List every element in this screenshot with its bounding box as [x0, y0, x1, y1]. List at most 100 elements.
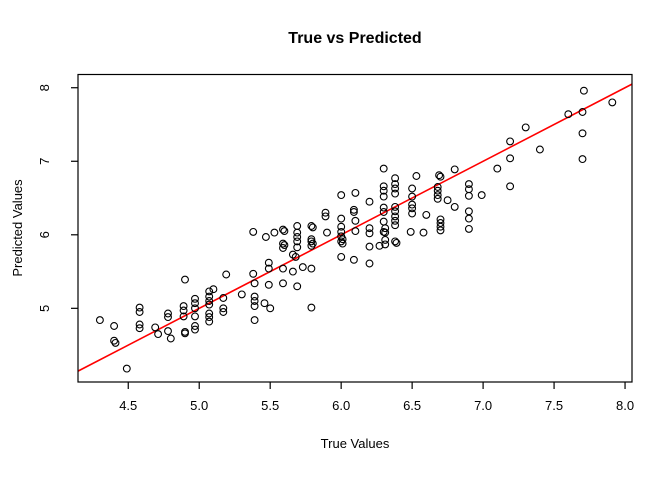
- data-point: [191, 322, 199, 330]
- data-point: [391, 221, 400, 230]
- data-point: [349, 205, 358, 214]
- data-point: [181, 329, 189, 338]
- data-point: [321, 208, 330, 217]
- data-point: [579, 86, 588, 95]
- data-point: [365, 242, 374, 251]
- data-point: [338, 235, 347, 244]
- plot-box: [77, 73, 633, 383]
- y-tick-label: 7: [37, 158, 52, 165]
- data-point: [222, 270, 231, 279]
- data-point: [578, 108, 587, 116]
- data-point: [337, 222, 346, 231]
- data-point: [307, 264, 316, 273]
- data-point: [293, 228, 302, 237]
- data-point: [506, 154, 515, 163]
- data-point: [379, 186, 388, 195]
- data-point: [506, 137, 515, 146]
- data-point: [391, 216, 400, 225]
- data-point: [323, 228, 331, 237]
- data-point: [337, 227, 346, 236]
- data-point: [209, 285, 218, 294]
- data-point: [608, 98, 617, 107]
- x-tick-label: 5.0: [190, 398, 208, 413]
- data-point: [291, 252, 300, 261]
- data-point: [270, 228, 279, 237]
- data-point: [279, 239, 287, 248]
- y-tick-label: 5: [37, 305, 52, 312]
- data-point: [381, 235, 390, 244]
- data-point: [205, 309, 214, 318]
- data-point: [249, 269, 258, 278]
- data-point: [337, 214, 346, 223]
- data-point: [205, 292, 214, 301]
- data-point: [308, 239, 317, 248]
- data-point: [391, 202, 400, 211]
- data-point: [307, 237, 316, 246]
- data-point: [293, 282, 302, 291]
- data-point: [279, 244, 287, 252]
- data-point: [337, 191, 346, 200]
- data-point: [191, 325, 199, 334]
- data-point: [219, 308, 228, 316]
- x-tick-label: 7.5: [545, 398, 563, 413]
- data-point: [205, 317, 214, 326]
- data-point: [564, 110, 573, 119]
- data-point: [179, 302, 188, 311]
- data-point: [464, 180, 473, 189]
- data-point: [406, 227, 415, 236]
- data-point: [205, 313, 214, 322]
- data-point: [578, 155, 587, 164]
- x-tick-label: 6.5: [403, 398, 421, 413]
- data-point: [391, 212, 400, 221]
- data-point: [433, 186, 442, 195]
- data-point: [191, 304, 199, 313]
- data-point: [412, 172, 421, 180]
- data-point: [205, 300, 214, 309]
- data-point: [365, 259, 374, 268]
- data-point: [381, 224, 390, 233]
- data-point: [166, 334, 175, 343]
- data-point: [391, 184, 400, 193]
- data-point: [321, 212, 330, 221]
- x-tick-label: 4.5: [119, 398, 137, 413]
- data-point: [433, 194, 442, 203]
- data-point: [164, 313, 172, 322]
- data-point: [179, 306, 188, 315]
- data-point: [450, 202, 459, 211]
- data-point: [521, 123, 530, 132]
- data-point: [110, 336, 119, 345]
- data-point: [266, 304, 275, 313]
- data-point: [419, 228, 428, 237]
- data-point: [293, 233, 302, 241]
- data-point: [191, 294, 199, 303]
- data-point: [408, 204, 417, 213]
- data-point: [381, 240, 390, 249]
- data-point: [250, 297, 259, 305]
- data-point: [261, 233, 270, 241]
- y-tick-label: 6: [37, 231, 52, 238]
- data-point: [379, 208, 388, 216]
- data-point: [264, 258, 273, 267]
- data-point: [379, 192, 388, 201]
- data-point: [464, 191, 473, 200]
- data-point: [337, 252, 346, 261]
- data-point: [264, 280, 273, 289]
- data-point: [307, 241, 316, 250]
- data-point: [164, 327, 172, 336]
- data-point: [391, 174, 400, 183]
- data-point: [293, 222, 302, 230]
- data-point: [95, 316, 104, 325]
- data-point: [375, 241, 384, 250]
- data-point: [365, 224, 374, 233]
- data-point: [422, 210, 431, 219]
- x-axis-label: True Values: [321, 436, 390, 451]
- data-point: [351, 188, 360, 197]
- data-point: [219, 304, 228, 313]
- data-point: [307, 222, 316, 230]
- data-point: [338, 239, 347, 248]
- data-point: [151, 323, 160, 332]
- data-point: [464, 185, 473, 194]
- x-tick-label: 5.5: [261, 398, 279, 413]
